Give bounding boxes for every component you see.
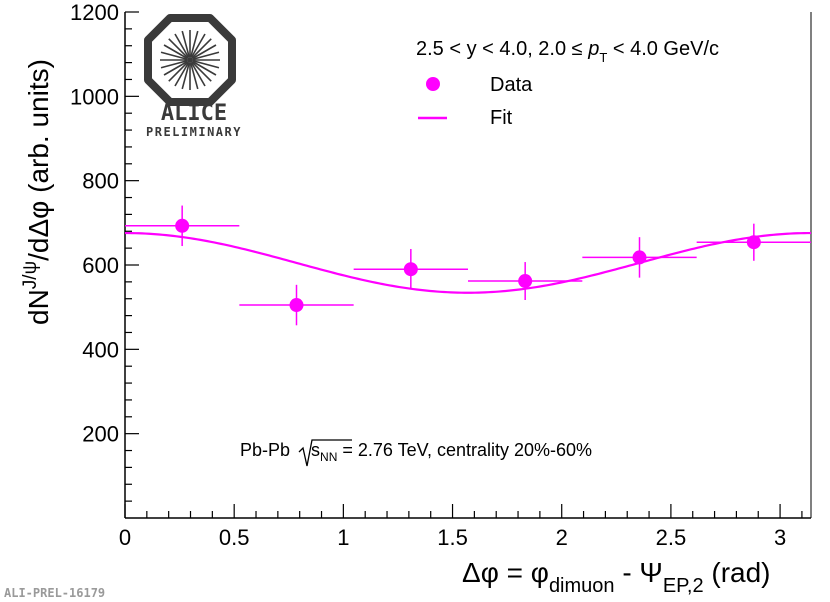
alice-logo-icon [144,14,236,106]
data-point [353,248,468,290]
logo-title: ALICE [161,101,227,126]
data-marker [175,218,190,233]
logo-ray [192,60,220,69]
data-marker [518,274,533,289]
logo-subtitle: PRELIMINARY [146,125,242,139]
logo-ray [160,60,188,69]
logo-ray [190,33,206,58]
data-marker [403,262,418,277]
x-axis-label: Δφ = φdimuon - ΨEP,2 (rad) [462,557,771,597]
y-axis-ticks: 200 400 600 800 1000 1200 [70,0,139,502]
legend-marker-data [426,77,440,91]
logo-ray [160,51,188,60]
data-marker [289,298,304,313]
logo-ray [191,61,212,82]
x-tick-label: 1.5 [437,525,468,550]
y-tick-label: 800 [82,169,119,194]
x-tick-label: 0 [119,525,131,550]
logo-ray [168,38,189,59]
x-tick-label: 0.5 [219,525,250,550]
logo-ray [192,44,217,60]
logo-ray [181,30,190,58]
y-tick-label: 400 [82,337,119,362]
logo-ray [192,60,217,76]
sqrt-sign-icon [298,439,352,467]
x-axis-ticks: 0 0.5 1 1.5 2 2.5 3 [119,504,803,550]
logo-ray [190,62,206,87]
y-tick-label: 1000 [70,84,119,109]
fit-curve [124,231,812,294]
logo-ray [181,62,190,90]
logo-ray [192,51,220,60]
data-point [696,223,811,261]
x-tick-label: 1 [337,525,349,550]
data-point [582,237,697,278]
data-point [125,205,240,247]
data-marker [746,235,761,250]
data-marker [632,250,647,265]
y-tick-label: 200 [82,422,119,447]
y-tick-label: 600 [82,253,119,278]
data-points [125,205,811,326]
x-tick-label: 2 [556,525,568,550]
logo-ray [190,30,199,58]
logo-ray [190,62,199,90]
logo-ray [163,44,188,60]
figure-id: ALI-PREL-16179 [4,586,105,600]
legend-title: 2.5 < y < 4.0, 2.0 ≤ pT < 4.0 GeV/c [416,38,719,65]
y-axis-label: dNJ/ψ/dΔφ (arb. units) [20,59,54,325]
legend-label-data: Data [490,74,533,96]
data-point [468,262,583,300]
legend-label-fit: Fit [490,107,513,129]
logo-ray [174,62,190,87]
logo-ray [174,33,190,58]
logo-ray [168,61,189,82]
y-tick-label: 1200 [70,0,119,25]
logo-ray [163,60,188,76]
x-tick-label: 2.5 [656,525,687,550]
data-point [239,284,354,326]
logo-ray [191,38,212,59]
x-tick-label: 3 [774,525,786,550]
collision-annotation: Pb-Pb sNN = 2.76 TeV, centrality 20%-60% [240,440,592,464]
